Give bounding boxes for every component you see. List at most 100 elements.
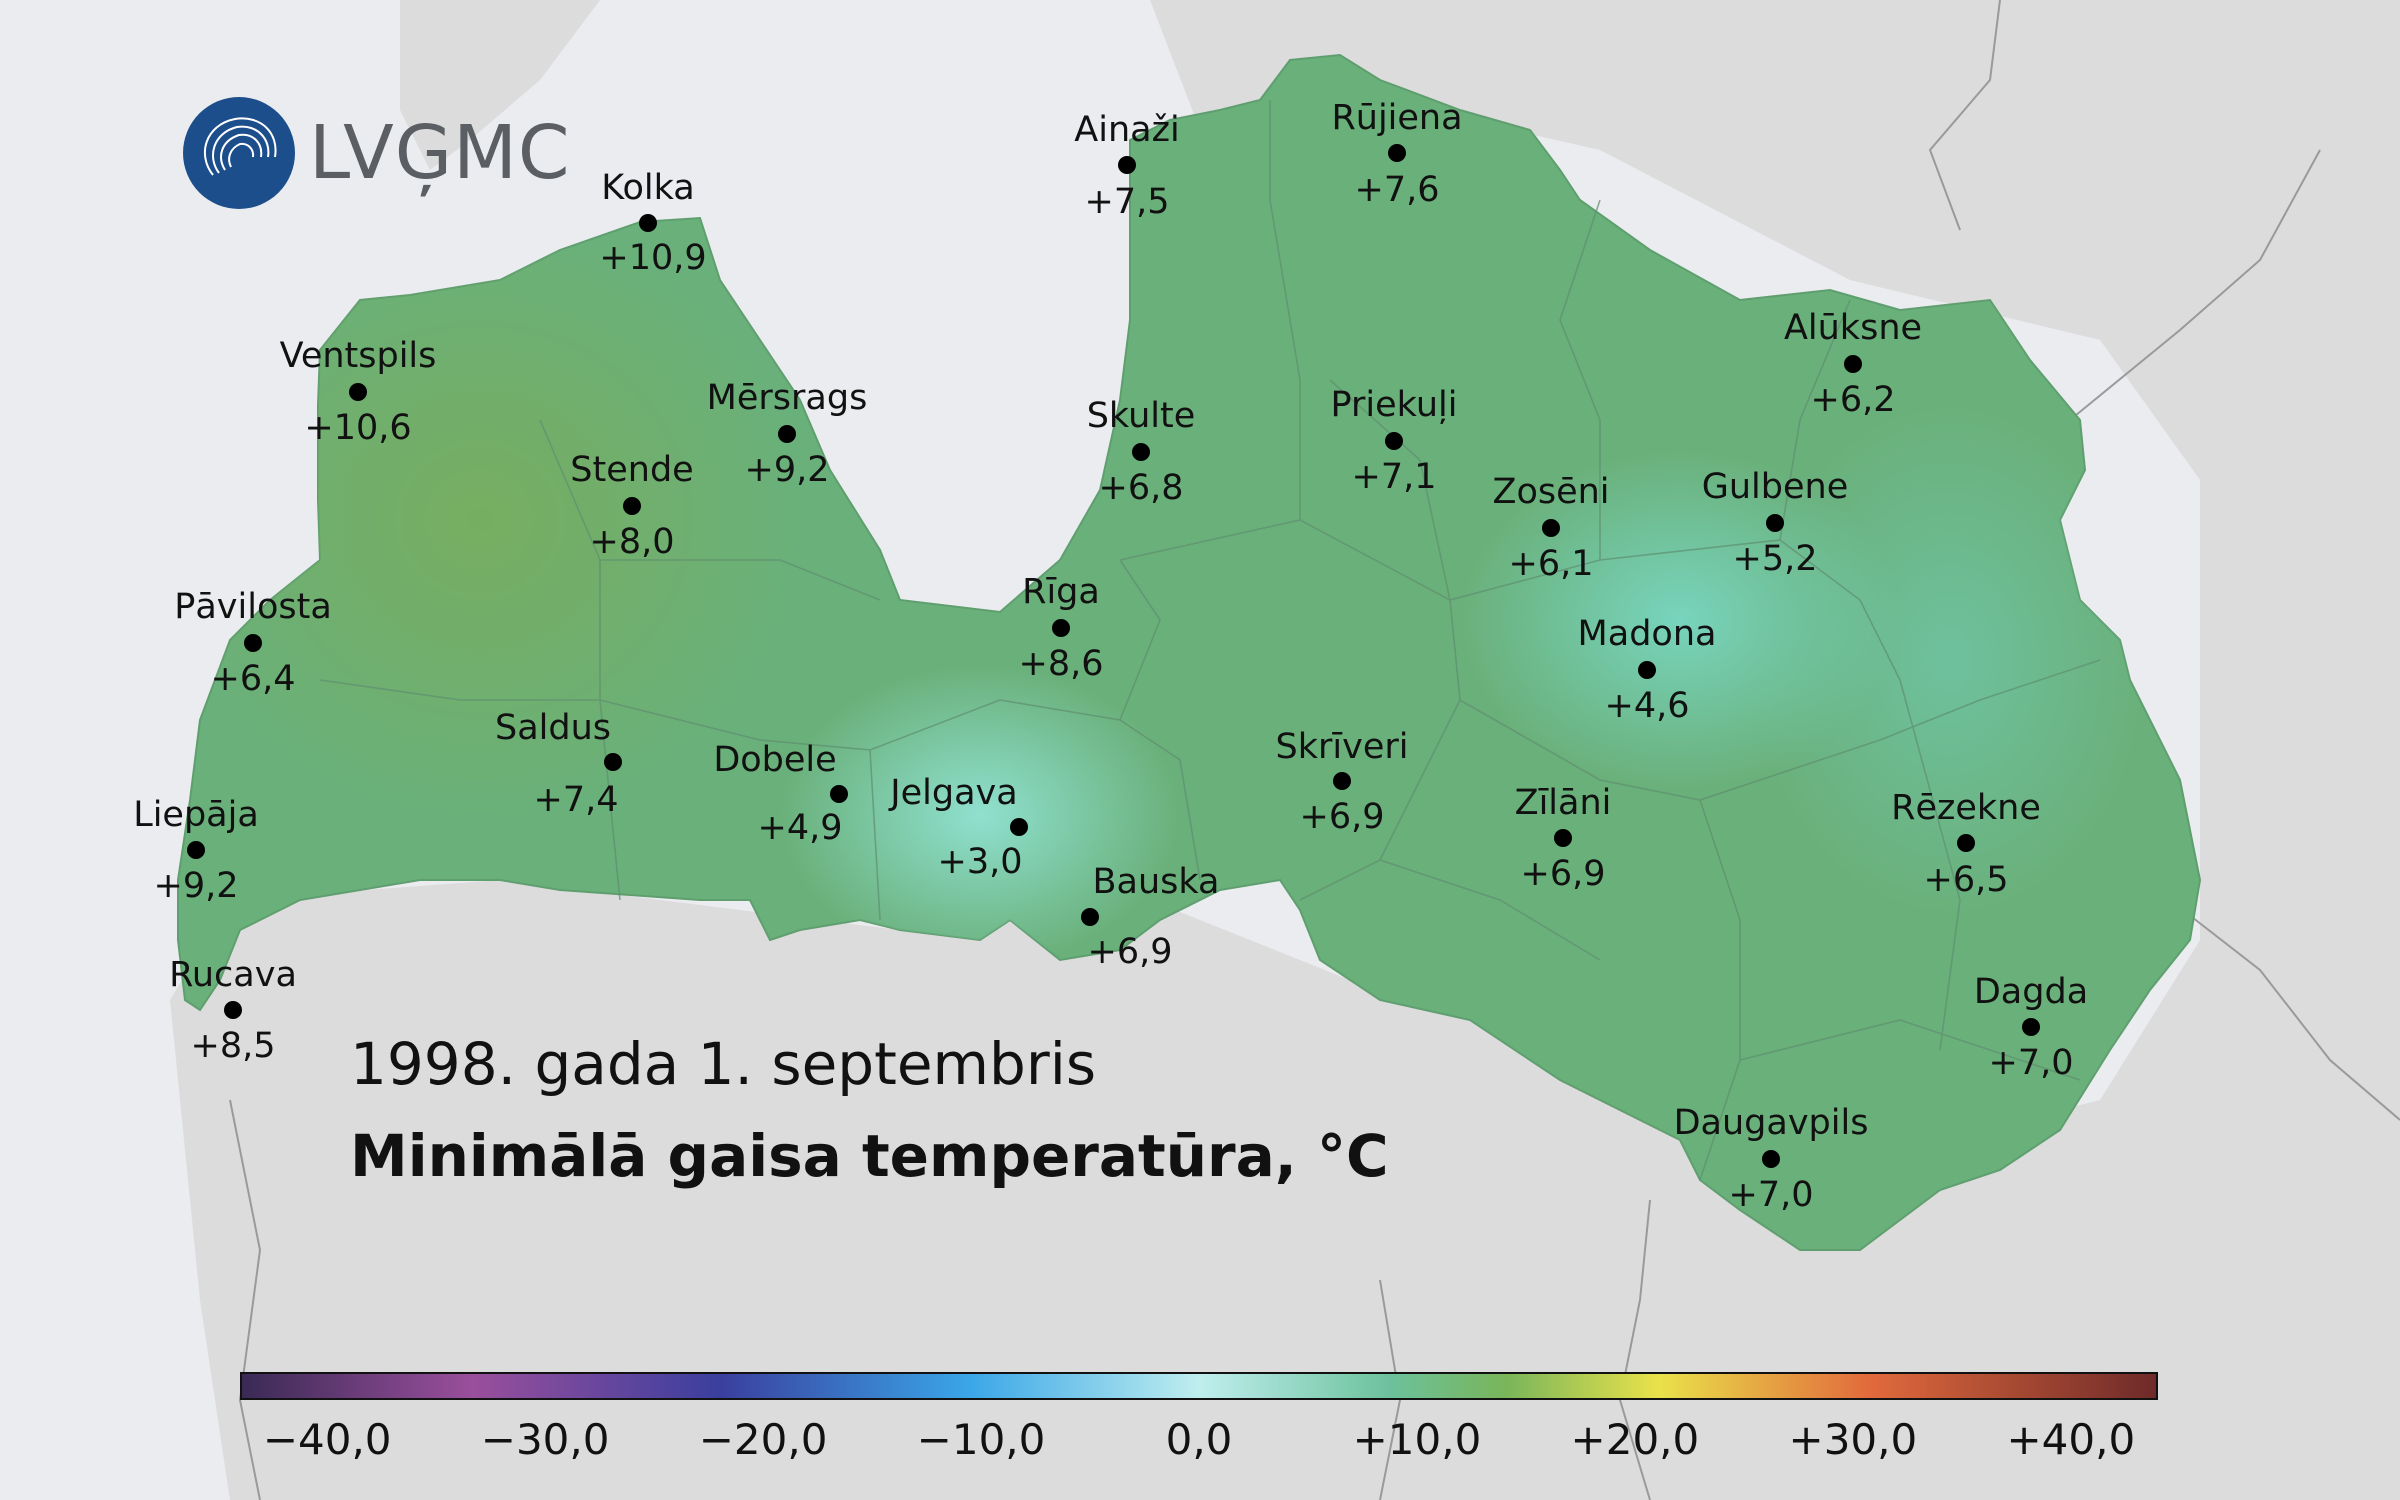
station-name: Ainaži [1074, 110, 1180, 150]
warm-zone-west [178, 220, 800, 820]
station-marker[interactable] [623, 497, 641, 515]
station-value: +7,5 [1084, 182, 1170, 222]
station-name: Pāvilosta [174, 587, 332, 627]
lvgmc-logo-icon [183, 97, 295, 209]
station-value: +4,9 [757, 808, 843, 848]
land-saaremaa [400, 0, 600, 170]
station-value: +5,2 [1732, 539, 1818, 579]
colorbar-tick-label: −10,0 [916, 1415, 1046, 1464]
logo-text: LVĢMC [309, 110, 571, 196]
station-name: Dagda [1973, 972, 2089, 1012]
cold-zone-east [1750, 400, 2150, 920]
station-name: Rīga [1022, 572, 1100, 612]
station-name: Rēzekne [1891, 788, 2041, 828]
station-name: Skrīveri [1275, 727, 1409, 767]
station-value: +6,2 [1810, 380, 1896, 420]
station-value: +6,9 [1087, 932, 1173, 972]
station-value: +6,9 [1520, 854, 1606, 894]
station-marker[interactable] [1052, 619, 1070, 637]
station-marker[interactable] [1388, 144, 1406, 162]
station-marker[interactable] [1385, 432, 1403, 450]
station-marker[interactable] [1762, 1150, 1780, 1168]
colorbar [240, 1372, 2158, 1400]
station-name: Bauska [1092, 862, 1220, 902]
latvia-territory [177, 53, 2202, 1251]
station-marker[interactable] [1766, 514, 1784, 532]
municipality-borders [319, 100, 2101, 1181]
colorbar-tick-label: +40,0 [2006, 1415, 2136, 1464]
station-marker[interactable] [224, 1001, 242, 1019]
station-marker[interactable] [244, 634, 262, 652]
station-marker[interactable] [349, 383, 367, 401]
land-south-lithuania [170, 880, 2400, 1500]
station-name: Daugavpils [1673, 1103, 1869, 1143]
station-marker[interactable] [1844, 355, 1862, 373]
station-value: +9,2 [744, 450, 830, 490]
station-name: Alūksne [1783, 308, 1923, 348]
station-name: Stende [570, 450, 694, 490]
station-marker[interactable] [1010, 818, 1028, 836]
station-name: Zosēni [1492, 472, 1610, 512]
station-name: Rūjiena [1331, 98, 1463, 138]
station-name: Liepāja [133, 795, 259, 835]
station-name: Zīlāni [1514, 783, 1612, 823]
colorbar-tick-label: −30,0 [480, 1415, 610, 1464]
station-marker[interactable] [1638, 661, 1656, 679]
colorbar-tick-label: +10,0 [1352, 1415, 1482, 1464]
cold-zone-jelgava [780, 665, 1180, 965]
station-name: Jelgava [890, 773, 1018, 813]
station-value: +6,9 [1299, 797, 1385, 837]
station-name: Kolka [601, 168, 695, 208]
station-name: Madona [1577, 614, 1717, 654]
colorbar-tick-label: +20,0 [1570, 1415, 1700, 1464]
station-value: +7,0 [1988, 1043, 2074, 1083]
station-value: +7,0 [1728, 1175, 1814, 1215]
lvgmc-logo: LVĢMC [183, 97, 571, 209]
station-value: +7,1 [1351, 457, 1437, 497]
station-name: Priekuļi [1330, 385, 1458, 425]
neighbour-borders [229, 0, 2400, 1500]
station-value: +10,6 [304, 408, 412, 448]
station-marker[interactable] [1118, 156, 1136, 174]
station-name: Gulbene [1701, 467, 1849, 507]
station-value: +6,8 [1098, 468, 1184, 508]
station-name: Skulte [1086, 396, 1196, 436]
colorbar-tick-label: 0,0 [1165, 1415, 1233, 1464]
station-marker[interactable] [1132, 443, 1150, 461]
station-value: +3,0 [937, 842, 1023, 882]
station-marker[interactable] [1542, 519, 1560, 537]
station-marker[interactable] [2022, 1018, 2040, 1036]
station-name: Dobele [713, 740, 837, 780]
station-value: +4,6 [1604, 686, 1690, 726]
station-name: Ventspils [279, 336, 437, 376]
map-variable-title: Minimālā gaisa temperatūra, °C [350, 1122, 1389, 1190]
station-value: +8,5 [190, 1026, 276, 1066]
station-name: Saldus [494, 708, 612, 748]
station-name: Rucava [169, 955, 297, 995]
station-value: +6,1 [1508, 544, 1594, 584]
station-value: +6,5 [1923, 860, 2009, 900]
station-value: +8,6 [1018, 644, 1104, 684]
station-value: +7,6 [1354, 170, 1440, 210]
colorbar-tick-label: −20,0 [698, 1415, 828, 1464]
station-marker[interactable] [604, 753, 622, 771]
station-value: +9,2 [153, 866, 239, 906]
colorbar-tick-label: −40,0 [262, 1415, 392, 1464]
station-name: Mērsrags [706, 378, 868, 418]
station-value: +10,9 [599, 238, 707, 278]
station-marker[interactable] [830, 785, 848, 803]
station-marker[interactable] [1957, 834, 1975, 852]
station-marker[interactable] [778, 425, 796, 443]
map-date-title: 1998. gada 1. septembris [350, 1030, 1097, 1098]
station-value: +8,0 [589, 522, 675, 562]
station-marker[interactable] [639, 214, 657, 232]
station-marker[interactable] [1554, 829, 1572, 847]
colorbar-tick-label: +30,0 [1788, 1415, 1918, 1464]
station-marker[interactable] [1081, 908, 1099, 926]
station-value: +7,4 [533, 780, 619, 820]
station-value: +6,4 [210, 659, 296, 699]
station-marker[interactable] [1333, 772, 1351, 790]
station-marker[interactable] [187, 841, 205, 859]
